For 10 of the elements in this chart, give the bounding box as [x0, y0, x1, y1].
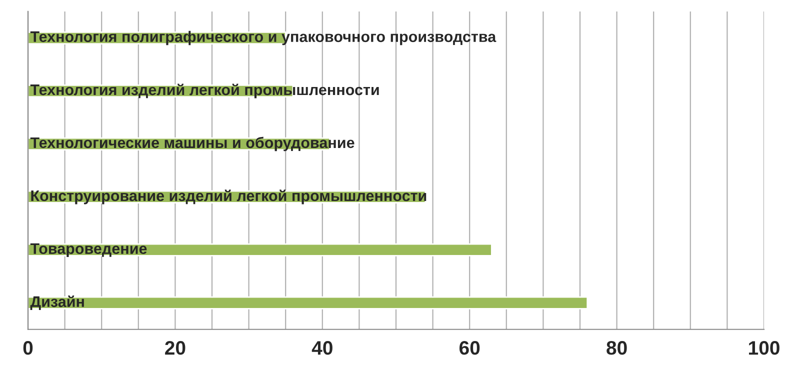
bar — [28, 296, 588, 310]
x-tick-label: 20 — [165, 341, 186, 355]
x-tick-label: 0 — [23, 341, 33, 355]
y-tick-label: Товароведение — [30, 243, 147, 258]
bar — [28, 243, 492, 256]
x-tick-label: 60 — [460, 341, 480, 355]
y-tick-label: Дизайн — [30, 296, 84, 310]
x-tick-label: 80 — [606, 341, 627, 355]
x-tick-label: 100 — [749, 341, 780, 355]
x-tick-label: 40 — [312, 341, 332, 355]
